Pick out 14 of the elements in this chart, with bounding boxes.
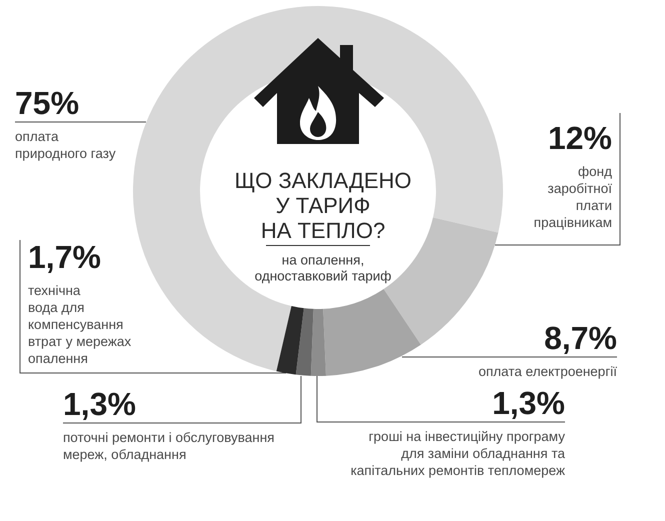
slice-label: оплата природного газу: [15, 129, 116, 161]
text: на опалення, одноставковий тариф: [254, 252, 392, 284]
slice-label: поточні ремонти і обслуговування мереж, обладнання: [63, 430, 274, 462]
slice-label: гроші на інвестиційну програму для заміни обладнання та капітальних ремонтів тепломереж: [350, 429, 566, 478]
slice-label: технічна вода для компенсування втрат у мережах опалення: [28, 283, 132, 366]
data-label: 75%: [15, 85, 80, 121]
slice-label: фонд заробітної плати працівникам: [534, 164, 612, 230]
data-label: 1,7%: [28, 239, 101, 275]
slice-label: оплата електроенергії: [478, 364, 618, 379]
data-label: 1,3%: [492, 385, 565, 421]
data-label: 1,3%: [63, 386, 136, 422]
data-label: 12%: [548, 120, 612, 156]
text: ЩО ЗАКЛАДЕНО У ТАРИФ НА ТЕПЛО?: [234, 168, 412, 243]
data-label: 8,7%: [544, 320, 617, 356]
